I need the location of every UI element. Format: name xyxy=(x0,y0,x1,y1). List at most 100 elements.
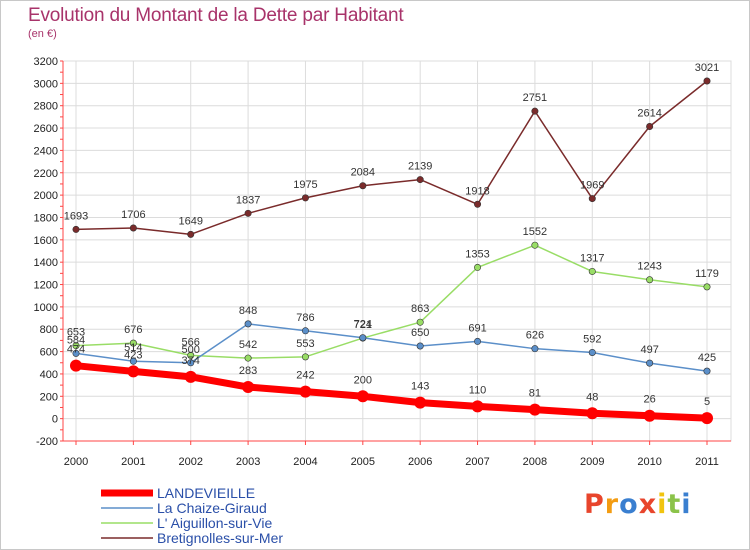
y-tick-label: 2800 xyxy=(34,101,58,113)
y-tick-label: 2400 xyxy=(34,145,58,157)
y-tick-label: 800 xyxy=(40,324,58,336)
data-point xyxy=(646,276,654,284)
data-label: 2751 xyxy=(523,92,547,104)
data-point xyxy=(414,396,427,409)
plot-area xyxy=(62,60,732,442)
data-point xyxy=(416,318,424,326)
x-tick-label: 2007 xyxy=(465,456,489,468)
data-point xyxy=(129,224,137,232)
legend-label: L' Aiguillon-sur-Vie xyxy=(157,515,272,531)
data-label: 584 xyxy=(67,334,85,346)
logo-letter: o xyxy=(619,489,639,520)
data-point xyxy=(72,342,80,350)
y-tick-label: 0 xyxy=(52,414,58,426)
data-point xyxy=(301,327,309,335)
y-tick-label: 1400 xyxy=(34,257,58,269)
data-label: 626 xyxy=(526,330,544,342)
y-tick-label: 1200 xyxy=(34,280,58,292)
legend-label: Bretignolles-sur-Mer xyxy=(157,530,283,546)
y-tick-label: 200 xyxy=(40,391,58,403)
data-point xyxy=(359,182,367,190)
data-point xyxy=(416,342,424,350)
data-label: 423 xyxy=(124,349,142,361)
series-0: 474 423 374 283 242 200 143 110 81 48 26 5 xyxy=(67,344,713,425)
data-label: 81 xyxy=(529,388,541,400)
data-point xyxy=(244,320,252,328)
logo-letter: t xyxy=(667,489,682,520)
grid xyxy=(62,60,732,442)
data-point xyxy=(646,122,654,130)
x-tick-label: 2001 xyxy=(121,456,145,468)
y-tick-label: 600 xyxy=(40,347,58,359)
series-3: 1693 1706 1649 1837 1975 2084 2139 1918 2751 1969… xyxy=(64,62,719,238)
data-label: 691 xyxy=(468,322,486,334)
logo-letter: x xyxy=(638,489,658,520)
legend-label: La Chaize-Giraud xyxy=(157,500,267,516)
data-point xyxy=(416,176,424,184)
y-tick-label: 1600 xyxy=(34,235,58,247)
data-point xyxy=(187,230,195,238)
logo-letter: i xyxy=(681,489,692,520)
data-label: 283 xyxy=(239,365,257,377)
data-label: 200 xyxy=(354,374,372,386)
series-line xyxy=(72,362,711,422)
data-point xyxy=(703,283,711,291)
data-point xyxy=(187,351,195,359)
data-point xyxy=(301,194,309,202)
data-label: 242 xyxy=(296,370,314,382)
data-point xyxy=(588,195,596,203)
data-label: 2084 xyxy=(351,167,375,179)
data-label: 48 xyxy=(586,391,598,403)
logo-letter: r xyxy=(604,489,620,520)
y-tick-label: 400 xyxy=(40,369,58,381)
series-line xyxy=(75,323,708,372)
data-label: 721 xyxy=(354,319,372,331)
chart-title: Evolution du Montant de la Dette par Hab… xyxy=(28,5,404,26)
data-point xyxy=(184,370,197,383)
data-label: 724 xyxy=(354,319,372,331)
logo-letter: P xyxy=(584,489,605,520)
data-label: 143 xyxy=(411,381,429,393)
data-label: 1706 xyxy=(121,209,145,221)
data-point xyxy=(129,357,137,365)
y-tick-label: 2000 xyxy=(34,190,58,202)
logo-letter: i xyxy=(657,489,668,520)
data-point xyxy=(588,348,596,356)
data-label: 2614 xyxy=(637,107,661,119)
y-tick-label: 2200 xyxy=(34,168,58,180)
data-label: 542 xyxy=(239,339,257,351)
series-2: 653 676 566 542 553 721 863 1353 1552 1317 1243 117… xyxy=(67,226,719,362)
data-label: 374 xyxy=(182,355,200,367)
y-tick-label: -200 xyxy=(36,436,58,448)
data-point xyxy=(242,381,255,394)
y-tick-label: 1800 xyxy=(34,212,58,224)
x-tick-label: 2003 xyxy=(236,456,260,468)
proxiti-logo: Proxiti xyxy=(584,489,692,520)
data-label: 497 xyxy=(640,344,658,356)
data-point xyxy=(531,107,539,115)
data-point xyxy=(187,359,195,367)
data-point xyxy=(474,200,482,208)
data-point xyxy=(129,339,137,347)
data-point xyxy=(531,345,539,353)
data-label: 650 xyxy=(411,327,429,339)
data-label: 26 xyxy=(644,394,656,406)
data-label: 1243 xyxy=(637,261,661,273)
data-label: 3021 xyxy=(695,62,719,74)
data-label: 1969 xyxy=(580,180,604,192)
y-tick-label: 3000 xyxy=(34,78,58,90)
data-label: 592 xyxy=(583,333,601,345)
x-tick-label: 2000 xyxy=(64,456,88,468)
data-label: 1649 xyxy=(178,215,202,227)
data-point xyxy=(588,267,596,275)
x-tick-label: 2004 xyxy=(293,456,317,468)
data-label: 500 xyxy=(182,344,200,356)
data-point xyxy=(471,400,484,413)
data-label: 1975 xyxy=(293,179,317,191)
data-label: 1179 xyxy=(695,268,719,280)
data-point xyxy=(301,353,309,361)
x-tick-label: 2009 xyxy=(580,456,604,468)
